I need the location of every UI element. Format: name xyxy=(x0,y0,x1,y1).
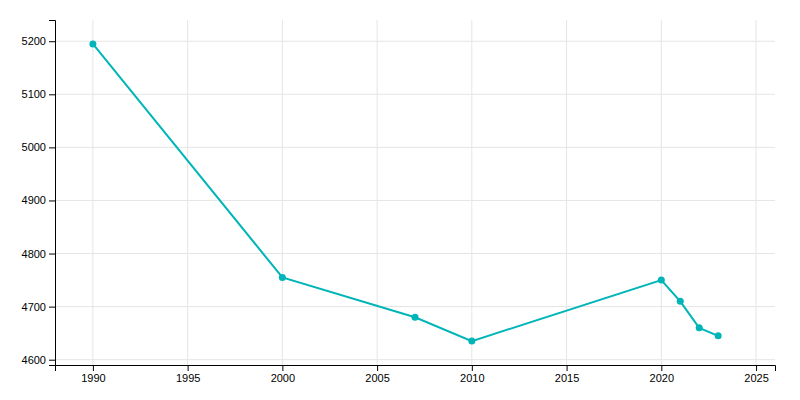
marker xyxy=(658,277,665,284)
tick-mark xyxy=(49,41,55,42)
plot: 1990 1995 2000 2005 2010 2015 2020 2025 4600 4700… xyxy=(22,20,776,384)
tick: 4900 xyxy=(22,194,55,206)
tick: 2020 xyxy=(650,365,674,384)
axis-line xyxy=(49,21,56,366)
tick: 2015 xyxy=(555,365,579,384)
grid-line xyxy=(55,253,775,254)
tick-mark xyxy=(756,365,757,371)
tick-label: 5000 xyxy=(22,141,46,153)
tick-mark xyxy=(49,307,55,308)
tick-label: 1990 xyxy=(81,372,105,384)
tick-label: 2005 xyxy=(365,372,389,384)
marker xyxy=(468,338,475,345)
tick: 5100 xyxy=(22,88,55,100)
tick: 1990 xyxy=(81,365,105,384)
grid-line xyxy=(55,359,775,360)
tick-label: 4700 xyxy=(22,301,46,313)
grid-line xyxy=(55,200,775,201)
marks xyxy=(89,40,721,344)
tick-mark xyxy=(377,365,378,371)
marker xyxy=(715,332,722,339)
grid-line xyxy=(661,20,662,365)
tick-mark xyxy=(472,365,473,371)
grid-line xyxy=(55,41,775,42)
tick: 5000 xyxy=(22,141,55,153)
tick-mark xyxy=(49,254,55,255)
axis-line xyxy=(56,366,776,372)
tick-mark xyxy=(49,147,55,148)
tick-label: 2010 xyxy=(460,372,484,384)
tick: 2025 xyxy=(744,365,768,384)
grid-line xyxy=(187,20,188,365)
grid-line xyxy=(55,147,775,148)
tick-label: 1995 xyxy=(176,372,200,384)
marker xyxy=(279,274,286,281)
tick: 4800 xyxy=(22,248,55,260)
marker xyxy=(412,314,419,321)
tick-label: 2015 xyxy=(555,372,579,384)
tick-mark xyxy=(49,200,55,201)
tick-label: 2000 xyxy=(271,372,295,384)
tick: 2005 xyxy=(365,365,389,384)
chart: 1990 1995 2000 2005 2010 2015 2020 2025 4600 4700… xyxy=(0,0,800,400)
grid-line xyxy=(55,306,775,307)
line xyxy=(93,44,718,341)
tick: 5200 xyxy=(22,35,55,47)
grid-line xyxy=(55,94,775,95)
tick: 1995 xyxy=(176,365,200,384)
marker xyxy=(89,40,96,47)
grid-line xyxy=(471,20,472,365)
tick-label: 5100 xyxy=(22,88,46,100)
tick-mark xyxy=(49,360,55,361)
tick-label: 4900 xyxy=(22,194,46,206)
tick-label: 2025 xyxy=(744,372,768,384)
tick-mark xyxy=(567,365,568,371)
grid-line xyxy=(92,20,93,365)
tick: 2000 xyxy=(271,365,295,384)
x-axis: 1990 1995 2000 2005 2010 2015 2020 2025 xyxy=(56,365,776,384)
tick-mark xyxy=(188,365,189,371)
tick: 4600 xyxy=(22,354,55,366)
grid-line xyxy=(282,20,283,365)
marker xyxy=(696,324,703,331)
tick: 4700 xyxy=(22,301,55,313)
grid-line xyxy=(377,20,378,365)
tick-label: 4800 xyxy=(22,248,46,260)
tick-label: 2020 xyxy=(650,372,674,384)
tick-mark xyxy=(49,94,55,95)
tick-mark xyxy=(93,365,94,371)
tick: 2010 xyxy=(460,365,484,384)
grid-line xyxy=(756,20,757,365)
marker xyxy=(677,298,684,305)
tick-mark xyxy=(661,365,662,371)
tick-label: 4600 xyxy=(22,354,46,366)
tick-mark xyxy=(282,365,283,371)
grid-line xyxy=(566,20,567,365)
grid xyxy=(55,20,775,365)
tick-label: 5200 xyxy=(22,35,46,47)
y-axis: 4600 4700 4800 4900 5000 5100 5200 xyxy=(22,21,56,366)
